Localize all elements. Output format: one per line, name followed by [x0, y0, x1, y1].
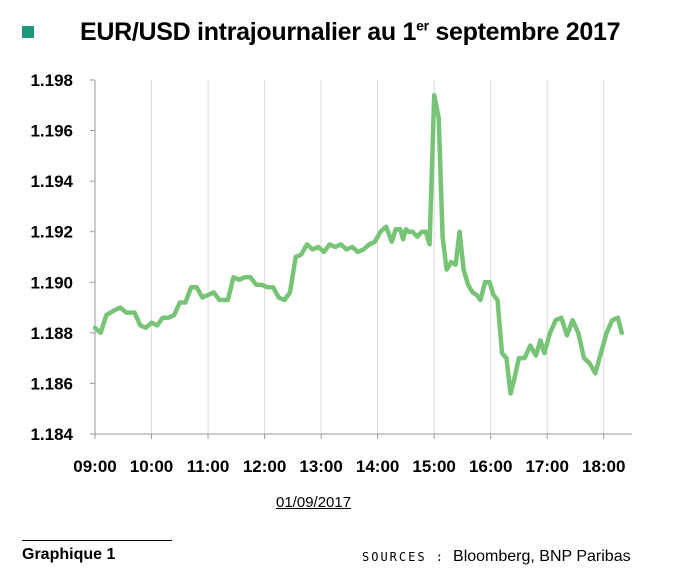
x-tick-label: 14:00 — [356, 457, 399, 476]
title-bullet-icon — [22, 26, 34, 38]
sources-label: SOURCES : — [362, 550, 446, 564]
graph-number-label: Graphique 1 — [22, 546, 116, 563]
x-tick-label: 16:00 — [469, 457, 512, 476]
title-superscript: er — [416, 17, 429, 34]
x-tick-label: 18:00 — [582, 457, 625, 476]
y-tick-label: 1.188 — [30, 324, 73, 343]
series-line-eurusd — [92, 92, 625, 396]
y-tick-label: 1.190 — [30, 273, 73, 292]
x-tick-label: 09:00 — [73, 457, 116, 476]
y-tick-label: 1.198 — [30, 71, 73, 90]
footer-divider — [22, 540, 172, 541]
chart-title: EUR/USD intrajournalier au 1er septembre… — [80, 17, 621, 47]
x-tick-label: 13:00 — [299, 457, 342, 476]
y-tick-label: 1.186 — [30, 374, 73, 393]
title-tail-text: septembre 2017 — [428, 17, 621, 46]
y-tick-label: 1.192 — [30, 223, 73, 242]
sources-text: Bloomberg, BNP Paribas — [453, 548, 631, 565]
y-tick-label: 1.194 — [30, 172, 73, 191]
chart-title-row: EUR/USD intrajournalier au 1er septembre… — [22, 14, 621, 50]
x-tick-label: 17:00 — [525, 457, 568, 476]
x-tick-label: 11:00 — [187, 457, 230, 476]
x-axis-date-label: 01/09/2017 — [276, 494, 352, 511]
x-tick-label: 12:00 — [243, 457, 286, 476]
y-tick-label: 1.196 — [30, 122, 73, 141]
eurusd-intraday-chart: 1.184 1.186 1.188 1.190 1.192 1.194 1.196 1.198… — [30, 71, 632, 476]
sources-line: SOURCES : Bloomberg, BNP Paribas — [362, 548, 631, 566]
x-tick-label: 15:00 — [412, 457, 455, 476]
title-main-text: EUR/USD intrajournalier au 1 — [80, 17, 417, 46]
x-tick-label: 10:00 — [130, 457, 173, 476]
y-tick-label: 1.184 — [30, 425, 73, 444]
